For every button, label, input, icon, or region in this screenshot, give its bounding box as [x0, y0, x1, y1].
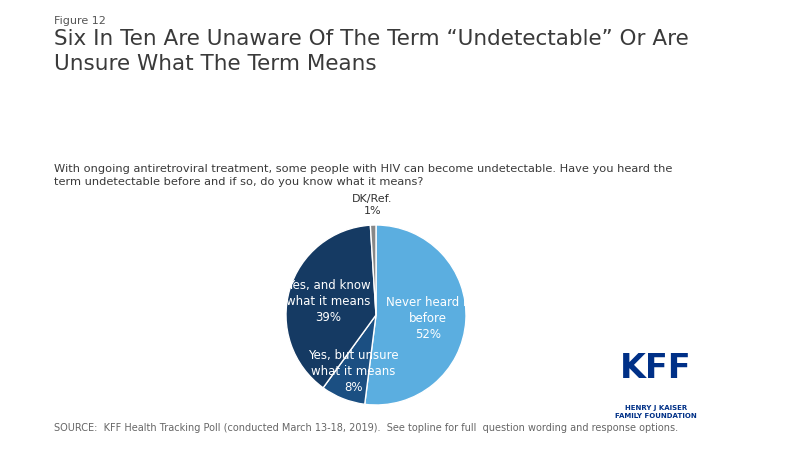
Text: Six In Ten Are Unaware Of The Term “Undetectable” Or Are
Unsure What The Term Me: Six In Ten Are Unaware Of The Term “Unde…	[54, 29, 689, 74]
Wedge shape	[323, 315, 376, 404]
Wedge shape	[365, 225, 466, 405]
Text: KFF: KFF	[620, 352, 692, 385]
Text: Never heard it
before
52%: Never heard it before 52%	[386, 296, 470, 341]
Text: DK/Ref.
1%: DK/Ref. 1%	[352, 194, 393, 216]
Text: Yes, but unsure
what it means
8%: Yes, but unsure what it means 8%	[308, 349, 398, 394]
Text: With ongoing antiretroviral treatment, some people with HIV can become undetecta: With ongoing antiretroviral treatment, s…	[54, 164, 673, 188]
Text: SOURCE:  KFF Health Tracking Poll (conducted March 13-18, 2019).  See topline fo: SOURCE: KFF Health Tracking Poll (conduc…	[54, 423, 678, 433]
Text: Yes, and know
what it means
39%: Yes, and know what it means 39%	[286, 279, 370, 324]
Text: Figure 12: Figure 12	[54, 16, 106, 26]
Wedge shape	[286, 225, 376, 388]
Wedge shape	[370, 225, 376, 315]
Text: HENRY J KAISER
FAMILY FOUNDATION: HENRY J KAISER FAMILY FOUNDATION	[615, 405, 697, 419]
